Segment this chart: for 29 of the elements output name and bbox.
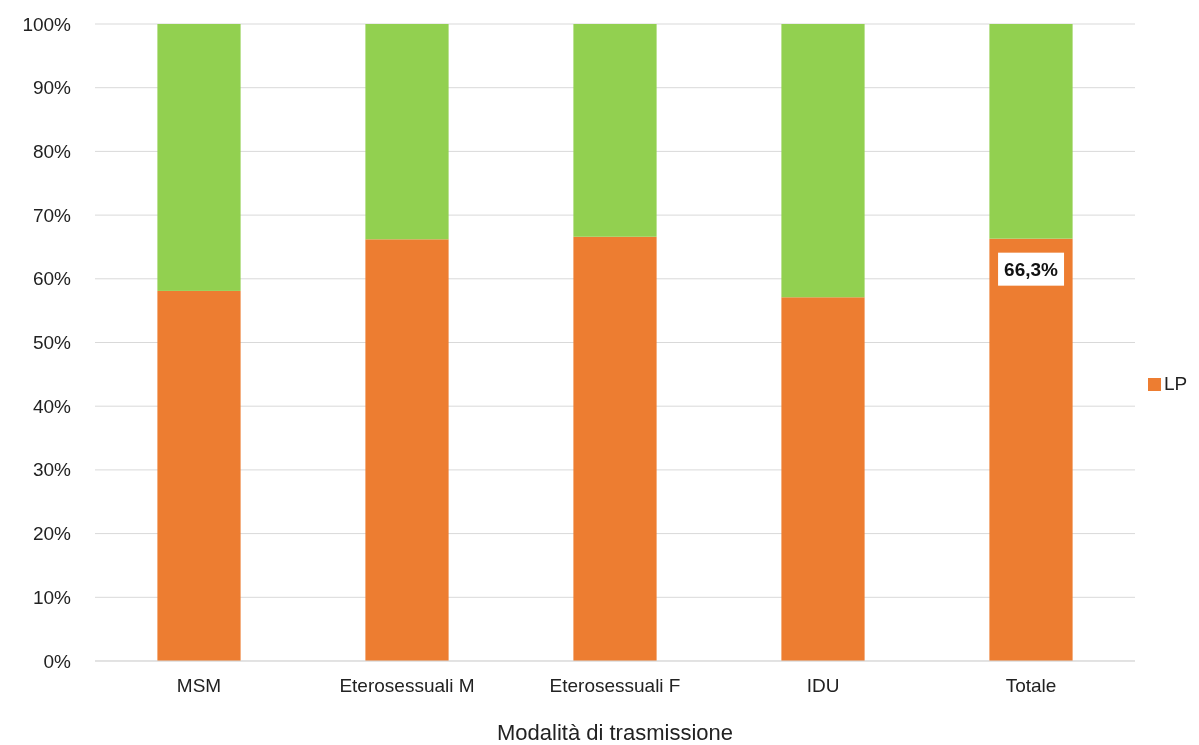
y-tick-label: 20% xyxy=(32,523,72,545)
bar xyxy=(365,239,449,661)
x-tick-label: Eterosessuali M xyxy=(339,675,475,697)
y-tick-label: 70% xyxy=(32,204,72,226)
y-tick-label: 80% xyxy=(32,140,72,162)
x-tick-label: IDU xyxy=(806,675,840,697)
bar xyxy=(157,24,241,291)
x-tick-label: MSM xyxy=(176,675,222,697)
y-tick-label: 40% xyxy=(32,395,72,417)
y-tick-label: 100% xyxy=(22,13,72,35)
bar xyxy=(989,238,1073,661)
y-tick-label: 50% xyxy=(32,332,72,354)
x-axis-title: Modalità di trasmissione xyxy=(497,720,733,745)
bar xyxy=(157,290,241,661)
y-tick-label: 60% xyxy=(32,268,72,290)
y-tick-label: 30% xyxy=(32,459,72,481)
bar xyxy=(573,236,657,661)
y-tick-label: 90% xyxy=(32,77,72,99)
data-label: 66,3% xyxy=(1004,258,1059,280)
legend-label: LP xyxy=(1164,373,1188,394)
bar xyxy=(573,24,657,237)
x-tick-label: Totale xyxy=(1005,675,1057,697)
x-tick-label: Eterosessuali F xyxy=(549,675,681,697)
y-tick-label: 0% xyxy=(43,650,72,672)
bar xyxy=(781,297,865,661)
bar xyxy=(365,24,449,240)
bar xyxy=(989,24,1073,239)
bar xyxy=(781,24,865,298)
y-tick-label: 10% xyxy=(32,586,72,608)
